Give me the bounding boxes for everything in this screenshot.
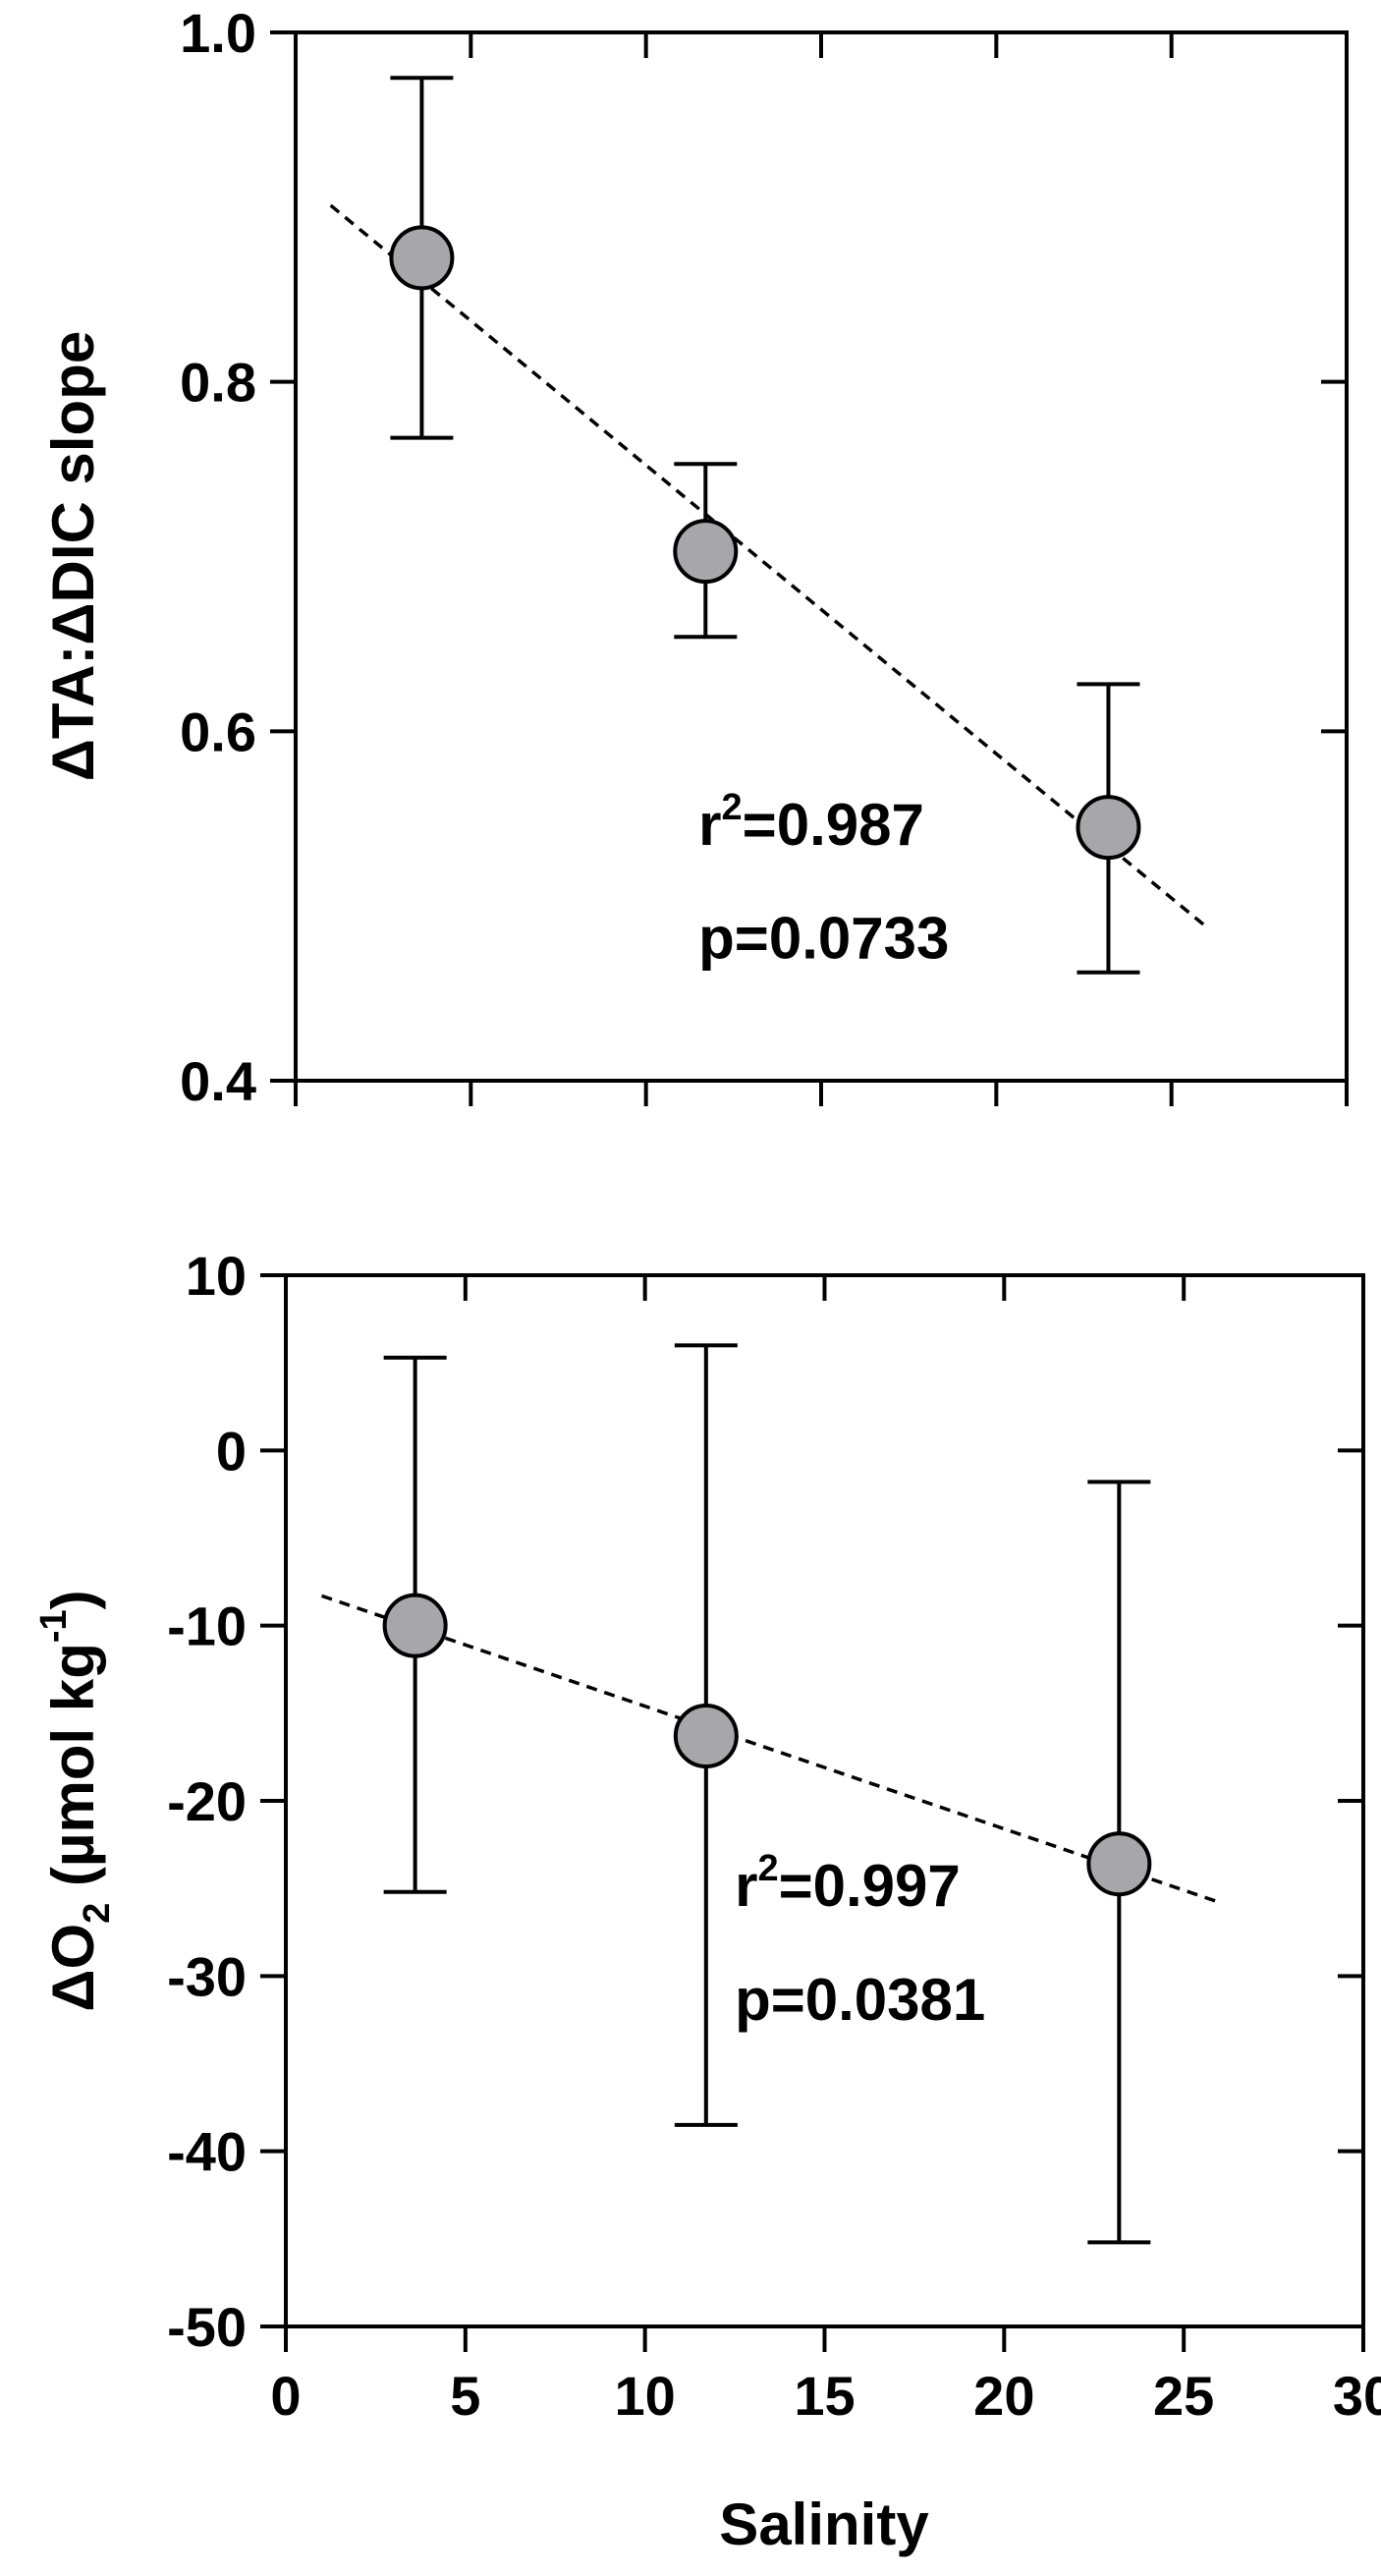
stat-annotation: r2=0.997 — [735, 1848, 961, 1919]
annotation-value: =0.997 — [779, 1853, 961, 1919]
data-point — [1086, 1831, 1152, 1897]
y-tick-label: 0.6 — [180, 700, 256, 762]
y-tick-label: -10 — [167, 1596, 247, 1657]
data-point — [1076, 795, 1141, 861]
data-point — [382, 1593, 448, 1658]
y-tick-label: 10 — [186, 1245, 247, 1307]
regression-line — [321, 1594, 1221, 1905]
x-tick-label: 25 — [1153, 2365, 1214, 2427]
y-tick-label: 0 — [216, 1420, 247, 1482]
regression-line — [329, 203, 1208, 928]
x-tick-label: 15 — [794, 2365, 855, 2427]
y-axis-title-top: ΔTA:ΔDIC slope — [40, 331, 106, 781]
data-point — [389, 225, 455, 291]
y-axis-title-part: ΔO — [40, 1924, 106, 2012]
data-point — [673, 1704, 739, 1769]
annotation-text: r — [735, 1853, 757, 1919]
x-tick-label: 0 — [270, 2365, 301, 2427]
y-tick-label: 0.4 — [180, 1050, 256, 1112]
x-tick-label: 10 — [615, 2365, 676, 2427]
annotation-text: p=0.0733 — [698, 906, 949, 972]
y-axis-title-bottom: ΔO2 (µmol kg-1) — [33, 1590, 118, 2011]
y-tick-label: -20 — [167, 1770, 247, 1832]
x-axis-title: Salinity — [719, 2492, 929, 2557]
annotation-text: r — [698, 792, 721, 858]
annotation-text: p=0.0381 — [735, 1967, 985, 2033]
annotation-superscript: 2 — [757, 1848, 778, 1889]
top-panel: 0.4 0.6 0.8 1.0 r2=0.987 p=0.0733 — [180, 2, 1349, 1112]
y-tick-label: 0.8 — [180, 352, 256, 414]
bottom-panel: 0 5 10 15 20 25 30 -50 -40 -30 -20 -10 0 10 r2=0.997 p=… — [167, 1245, 1381, 2427]
plot-frame — [284, 1273, 1365, 2328]
x-tick-label: 30 — [1333, 2365, 1381, 2427]
data-point — [673, 519, 739, 585]
stat-annotation: r2=0.987 — [698, 787, 924, 858]
stat-annotation: p=0.0381 — [735, 1967, 985, 2033]
y-axis-title-part: 2 — [77, 1903, 118, 1924]
y-tick-label: -50 — [167, 2296, 247, 2358]
y-tick-label: -30 — [167, 1945, 247, 2007]
x-tick-label: 5 — [450, 2365, 480, 2427]
y-tick-label: 1.0 — [180, 2, 256, 64]
stat-annotation: p=0.0733 — [698, 906, 949, 972]
y-axis-title-part: -1 — [33, 1609, 75, 1643]
annotation-value: =0.987 — [743, 792, 924, 858]
y-tick-label: -40 — [167, 2121, 247, 2183]
y-axis-title-part: ) — [40, 1590, 106, 1609]
y-axis-title-part: (µmol kg — [40, 1643, 106, 1903]
x-tick-label: 20 — [973, 2365, 1034, 2427]
annotation-superscript: 2 — [722, 787, 743, 828]
